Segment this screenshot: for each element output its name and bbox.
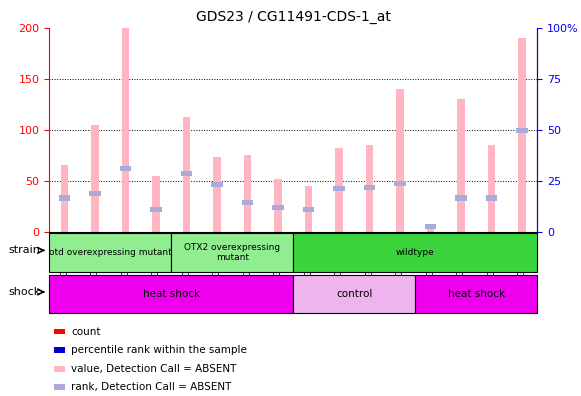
Text: heat shock: heat shock	[143, 289, 200, 299]
Bar	[122, 28, 130, 232]
Bar	[211, 182, 223, 187]
Bar	[366, 145, 374, 232]
Title: GDS23 / CG11491-CDS-1_at: GDS23 / CG11491-CDS-1_at	[196, 10, 391, 24]
Bar	[61, 166, 69, 232]
Text: OTX2 overexpressing
mutant: OTX2 overexpressing mutant	[184, 243, 281, 262]
Bar	[54, 347, 65, 353]
Bar	[274, 179, 282, 232]
Bar	[518, 38, 526, 232]
Bar	[486, 196, 497, 200]
Bar	[305, 186, 313, 232]
Bar	[457, 99, 465, 232]
Bar	[54, 329, 65, 335]
Text: otd overexpressing mutant: otd overexpressing mutant	[49, 248, 172, 257]
Text: wildtype: wildtype	[396, 248, 435, 257]
Bar	[59, 196, 70, 200]
FancyBboxPatch shape	[415, 275, 537, 313]
Bar	[396, 89, 404, 232]
Bar	[242, 200, 253, 205]
Bar	[425, 224, 436, 229]
Bar	[213, 157, 221, 232]
Text: strain: strain	[9, 246, 41, 255]
Bar	[244, 155, 252, 232]
Bar	[517, 128, 528, 133]
Bar	[91, 125, 99, 232]
Bar	[152, 175, 160, 232]
Bar	[427, 227, 435, 232]
Bar	[488, 145, 496, 232]
Bar	[54, 366, 65, 371]
Bar	[150, 207, 162, 212]
Text: control: control	[336, 289, 372, 299]
FancyBboxPatch shape	[293, 275, 415, 313]
Bar	[89, 191, 101, 196]
Bar	[456, 196, 467, 200]
Text: value, Detection Call = ABSENT: value, Detection Call = ABSENT	[71, 364, 236, 374]
Bar	[183, 118, 191, 232]
Text: count: count	[71, 327, 101, 337]
Text: rank, Detection Call = ABSENT: rank, Detection Call = ABSENT	[71, 382, 232, 392]
Bar	[394, 181, 406, 186]
Text: heat shock: heat shock	[448, 289, 505, 299]
Text: percentile rank within the sample: percentile rank within the sample	[71, 345, 248, 355]
Bar	[333, 186, 345, 191]
Bar	[54, 384, 65, 390]
Bar	[120, 166, 131, 171]
Bar	[181, 171, 192, 176]
Bar	[364, 185, 375, 190]
FancyBboxPatch shape	[171, 233, 293, 272]
FancyBboxPatch shape	[49, 233, 171, 272]
Bar	[303, 207, 314, 212]
Bar	[272, 205, 284, 210]
Text: shock: shock	[8, 287, 41, 297]
FancyBboxPatch shape	[293, 233, 537, 272]
Bar	[335, 148, 343, 232]
FancyBboxPatch shape	[49, 275, 293, 313]
